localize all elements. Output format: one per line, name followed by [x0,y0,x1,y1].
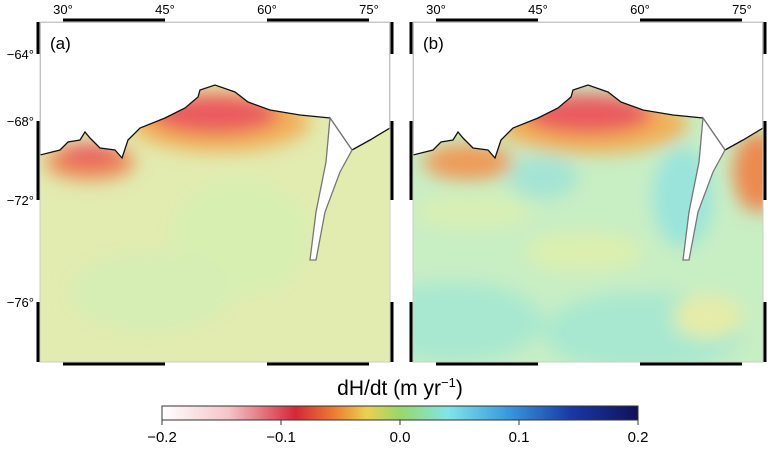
colorbar-title-end: ) [456,377,463,400]
colorbar-tick-label: 0.2 [628,429,649,446]
lat-label: −68° [7,114,34,129]
map-panel-b: (b) [409,18,767,366]
lat-labels: −64° −68° −72° −76° [7,47,34,310]
colorbar-title: dH/dt (m yr−1) [337,375,463,400]
thinning-zone [45,92,310,332]
lat-label: −64° [7,47,34,62]
colorbar-tick-label: −0.2 [147,429,177,446]
lon-labels-b: 30° 45° 60° 75° [426,2,752,17]
colorbar-tick-label: 0.0 [390,429,411,446]
lon-label: 60° [257,2,277,17]
colorbar [161,405,639,421]
panel-label: (b) [423,34,444,53]
colorbar-title-text: dH/dt (m yr [337,377,441,400]
anomaly-field [413,94,763,362]
ice-shelf [309,116,353,261]
colorbar-tick-label: −0.1 [266,429,296,446]
lon-label: 45° [155,2,175,17]
lon-label: 60° [630,2,650,17]
lon-labels-a: 30° 45° 60° 75° [53,2,379,17]
lon-label: 30° [53,2,73,17]
lat-label: −76° [7,295,34,310]
frame-ticks [409,18,767,366]
map-frame [39,21,391,363]
lon-label: 75° [732,2,752,17]
panel-label: (a) [50,34,71,53]
map-frame [412,21,764,363]
lon-label: 45° [528,2,548,17]
lat-label: −72° [7,193,34,208]
ice-shelf [682,116,726,261]
lon-label: 30° [426,2,446,17]
lon-label: 75° [359,2,379,17]
colorbar-title-sup: −1 [441,375,456,390]
colorbar-ticks [161,420,639,425]
colorbar-labels: −0.2 −0.1 0.0 0.1 0.2 [147,429,648,446]
map-panel-a: (a) [36,18,394,366]
frame-ticks [36,18,394,366]
colorbar-tick-label: 0.1 [509,429,530,446]
